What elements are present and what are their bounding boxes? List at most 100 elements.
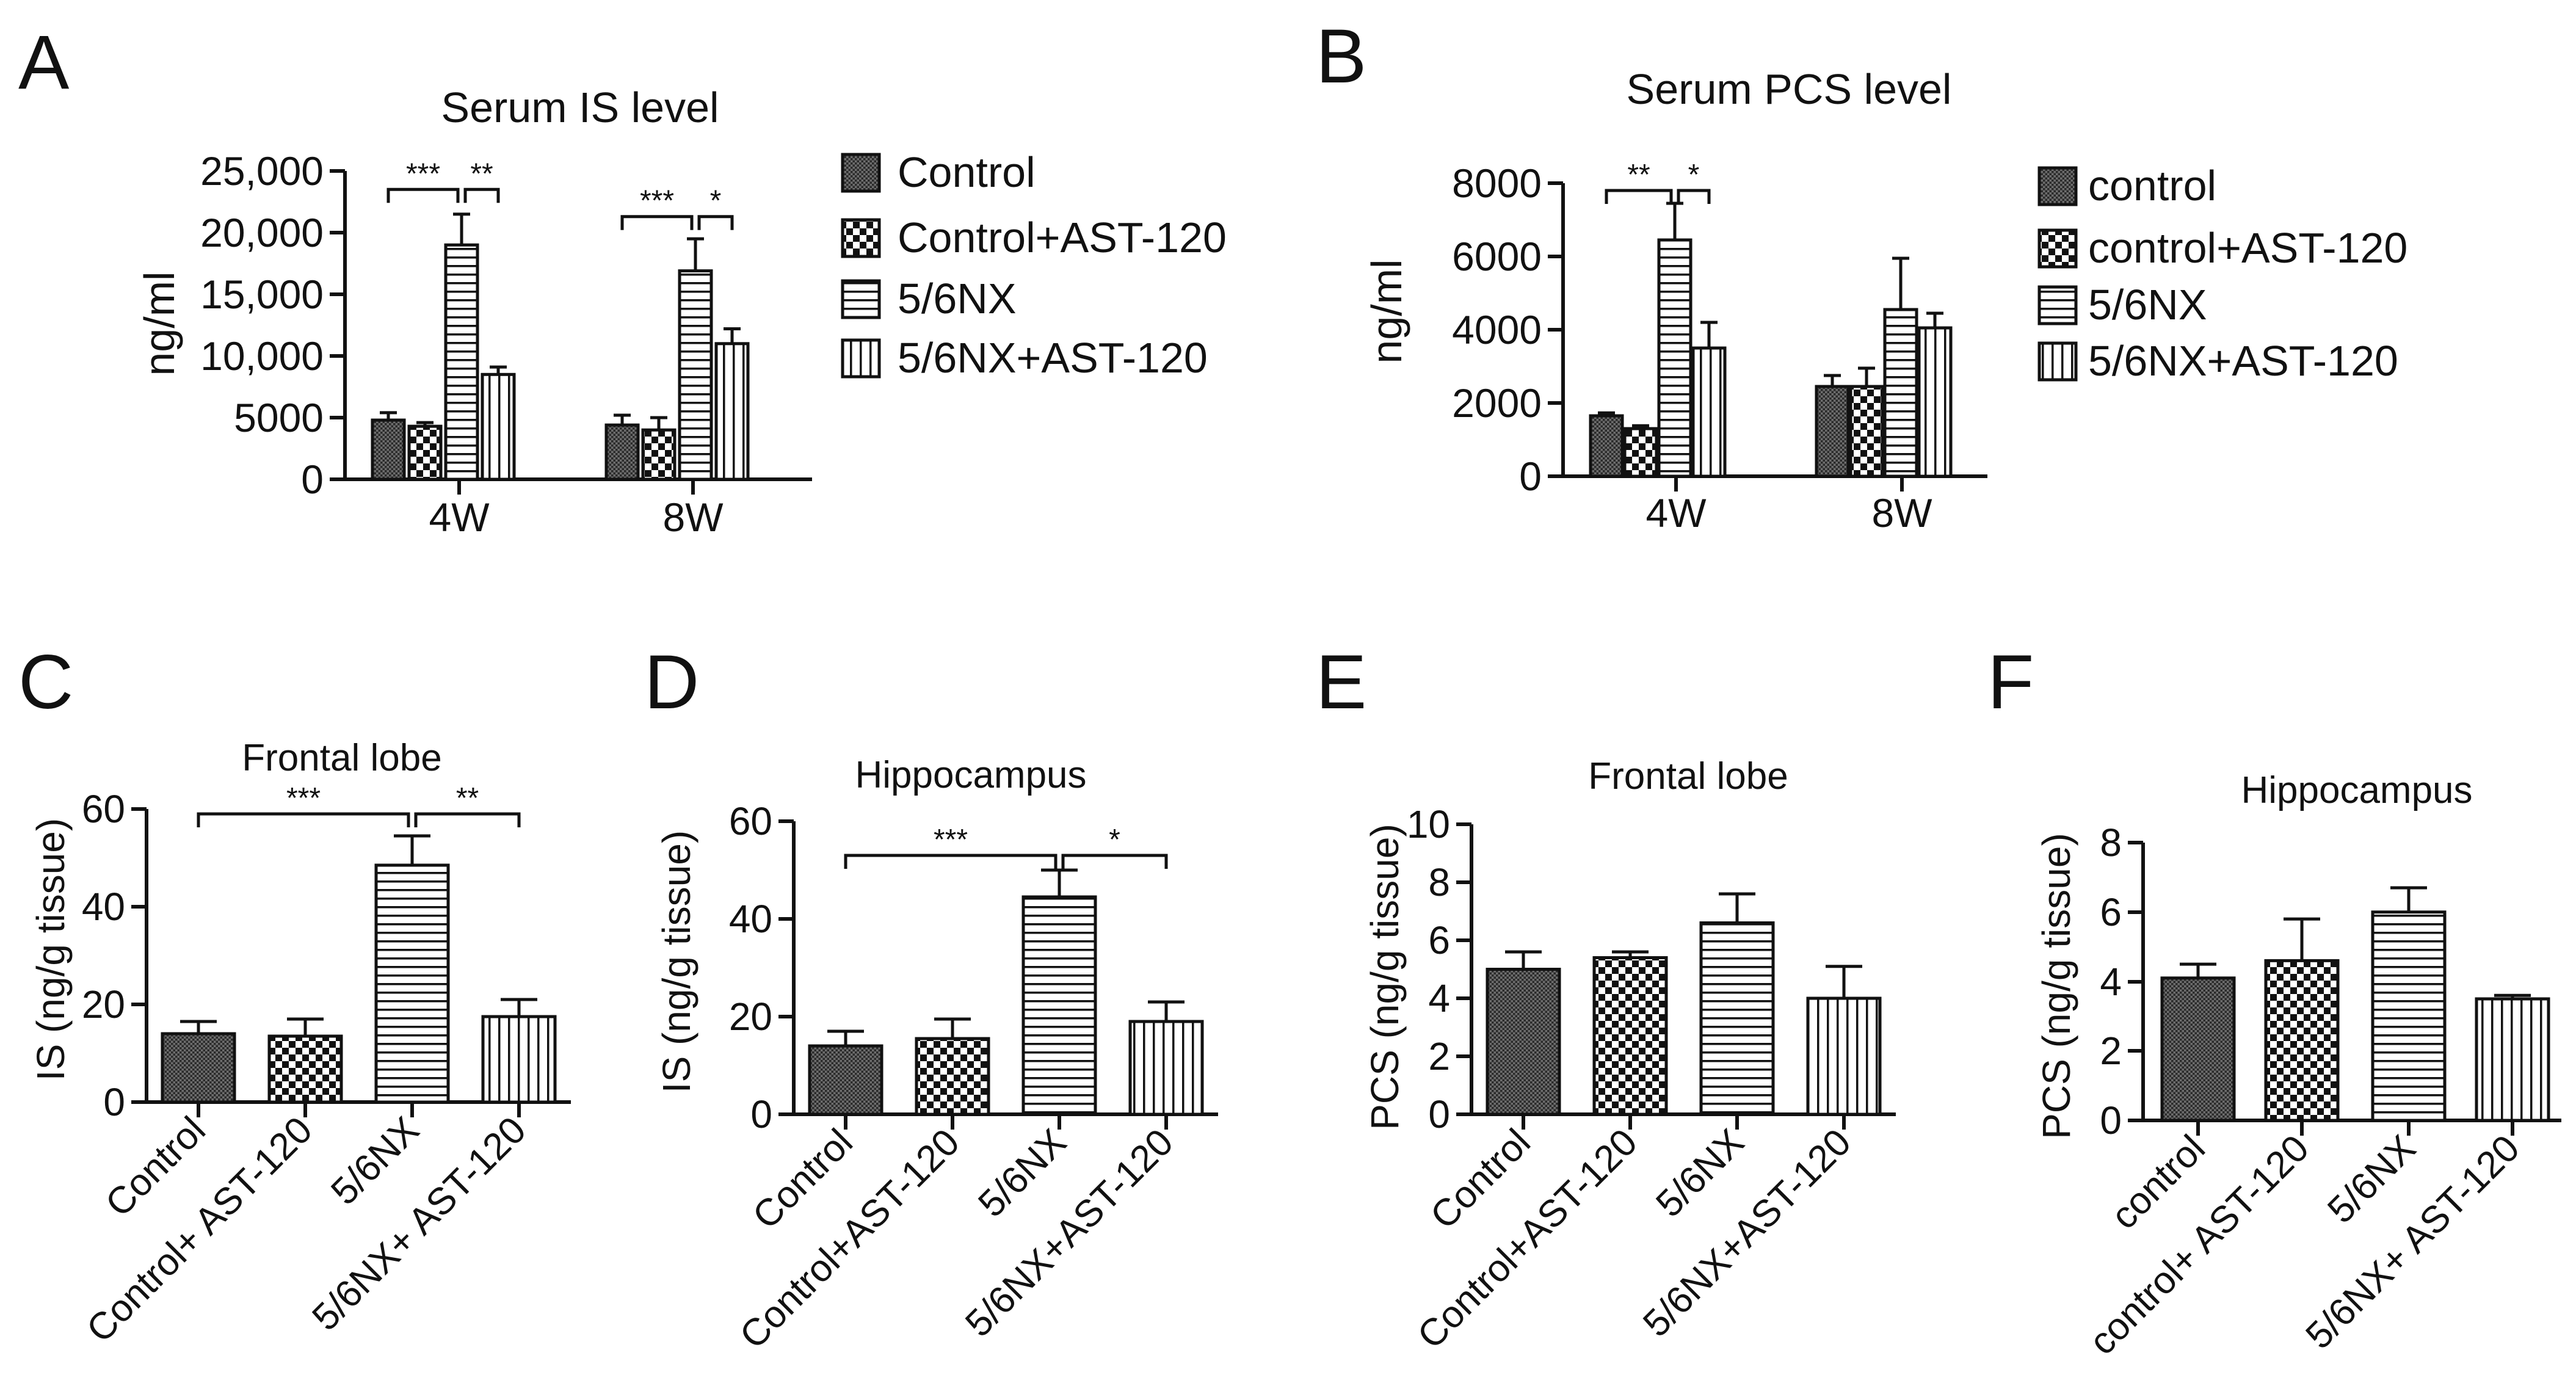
panel-B: B Serum PCS level ng/ml 0 2000 4000 6000… <box>1316 14 2407 535</box>
significance-bracket <box>1061 854 1168 869</box>
y-axis: 0 2 4 6 8 10 <box>1407 802 1473 1136</box>
bar-5-6nx <box>1021 895 1097 1116</box>
y-tick-label: 25,000 <box>200 148 324 194</box>
bar-8W-5-6nx <box>1883 308 1918 478</box>
legend-swatch <box>2037 285 2078 325</box>
y-axis-label: PCS (ng/g tissue) <box>2034 833 2078 1139</box>
y-axis-label: PCS (ng/g tissue) <box>1363 824 1407 1130</box>
error-bar <box>2284 917 2320 961</box>
chart-title: Frontal lobe <box>1588 755 1788 797</box>
legend-label: control <box>2088 162 2216 209</box>
y-tick-label: 0 <box>301 457 324 502</box>
error-bar <box>1826 965 1862 998</box>
error-bar <box>827 1029 864 1046</box>
chart-title: Hippocampus <box>855 754 1086 796</box>
y-axis-label: ng/ml <box>1363 259 1410 363</box>
bar-control <box>161 1032 236 1104</box>
legend-label: 5/6NX <box>2088 281 2207 328</box>
significance-bracket <box>197 812 410 827</box>
legend: Control Control+AST-120 5/6NX 5/6NX+AST-… <box>841 148 1227 382</box>
y-axis: 0 20 40 60 <box>82 787 148 1124</box>
panel-D: D Hippocampus IS (ng/g tissue) 0 20 40 6… <box>644 640 1218 1357</box>
y-tick-label: 0 <box>103 1080 125 1124</box>
legend-swatch <box>841 218 881 258</box>
error-bar <box>394 834 430 865</box>
error-bar <box>1824 374 1841 386</box>
bar-4W-5-6nx-ast120 <box>1691 346 1727 478</box>
significance-bracket <box>414 812 521 827</box>
chart-title: Serum IS level <box>441 84 719 131</box>
error-bars <box>1598 201 1943 429</box>
error-bar <box>724 327 741 344</box>
panel-F: F Hippocampus PCS (ng/g tissue) 0 2 4 6 … <box>1987 640 2561 1363</box>
y-tick-label: 6 <box>1428 918 1450 962</box>
significance-brackets: *** ** *** * <box>386 158 734 230</box>
error-bars <box>827 868 1185 1046</box>
significance-label: ** <box>470 158 493 190</box>
panel-letter: E <box>1316 640 1366 725</box>
bar-8W-5-6nx-ast120 <box>1917 326 1953 478</box>
bar-8W-control-ast120 <box>1849 385 1884 478</box>
bar-5-6nx-ast120 <box>1806 996 1882 1116</box>
x-tick-label: 4W <box>429 495 490 540</box>
y-tick-label: 40 <box>729 897 772 941</box>
error-bar <box>1858 366 1875 386</box>
bar-4W-control <box>1589 414 1624 478</box>
y-tick-label: 20 <box>82 982 125 1026</box>
bar-4W-control-ast120 <box>407 424 443 481</box>
y-tick-label: 4 <box>2100 960 2122 1004</box>
error-bar <box>453 212 470 245</box>
error-bar <box>380 411 397 421</box>
y-tick-label: 10 <box>1407 802 1450 846</box>
bar-4W-5-6nx <box>444 243 479 481</box>
error-bar <box>2494 993 2531 999</box>
bar-5-6nx <box>2371 910 2447 1122</box>
error-bar <box>614 413 631 426</box>
y-tick-label: 0 <box>1428 1092 1450 1136</box>
bar-control-ast120 <box>267 1034 343 1104</box>
error-bar <box>1505 950 1542 970</box>
bar-8W-control-ast120 <box>641 428 677 481</box>
y-tick-label: 4 <box>1428 976 1450 1020</box>
y-axis: 0 20 40 60 <box>729 799 796 1136</box>
y-tick-label: 0 <box>750 1092 772 1136</box>
significance-brackets: *** * <box>844 824 1168 869</box>
bar-4W-5-6nx-ast120 <box>481 372 516 481</box>
significance-label: ** <box>456 782 479 815</box>
y-axis: 0 2000 4000 6000 8000 <box>1452 161 1565 499</box>
y-tick-label: 2000 <box>1452 380 1542 426</box>
legend-label: control+AST-120 <box>2088 224 2407 272</box>
x-tick-label: 5/6NX <box>2320 1127 2424 1232</box>
error-bar <box>1148 1000 1185 1021</box>
error-bar <box>1926 311 1943 328</box>
bar-8W-control <box>604 423 640 481</box>
y-axis: 0 2 4 6 8 <box>2100 821 2145 1142</box>
x-tick-label: 5/6NX <box>1648 1121 1752 1225</box>
x-tick-label: 8W <box>663 495 724 540</box>
y-tick-label: 40 <box>82 885 125 929</box>
bar-4W-control <box>371 418 406 481</box>
bar-5-6nx-ast120 <box>2475 997 2550 1122</box>
y-tick-label: 20 <box>729 995 772 1039</box>
bar-8W-5-6nx-ast120 <box>714 342 750 481</box>
legend: control control+AST-120 5/6NX 5/6NX+AST-… <box>2037 162 2407 385</box>
bars <box>2160 910 2550 1122</box>
legend-swatch <box>2037 166 2078 206</box>
bar-control-ast120 <box>915 1037 990 1116</box>
error-bar <box>1632 424 1649 429</box>
bars <box>1486 921 1882 1116</box>
bars <box>371 243 750 481</box>
error-bar <box>1041 868 1078 897</box>
bar-control <box>2160 976 2236 1122</box>
y-tick-label: 0 <box>1519 454 1542 499</box>
y-tick-label: 60 <box>729 799 772 843</box>
bar-5-6nx-ast120 <box>1128 1020 1204 1116</box>
error-bar <box>416 421 434 427</box>
error-bar <box>1598 411 1615 416</box>
bar-8W-control <box>1815 385 1850 478</box>
y-axis-label: ng/ml <box>136 271 183 376</box>
significance-label: *** <box>640 185 674 217</box>
error-bar <box>1719 892 1755 923</box>
error-bar <box>1892 256 1909 310</box>
y-tick-label: 6000 <box>1452 234 1542 279</box>
